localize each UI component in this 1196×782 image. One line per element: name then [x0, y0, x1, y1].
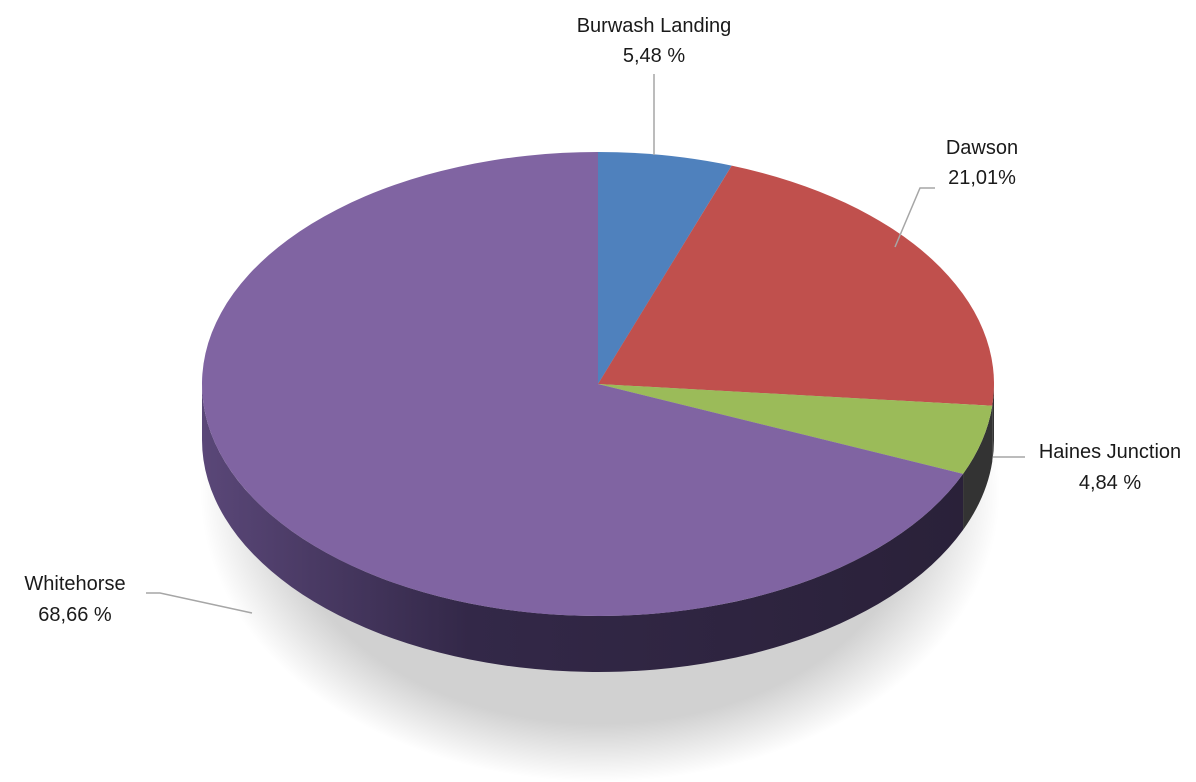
- pie-slice-dawson: [598, 165, 994, 406]
- slice-value-haines-junction: 4,84 %: [1079, 472, 1141, 494]
- pie-slice-haines-junction: [598, 384, 993, 474]
- pie-slice-burwash-landing: [598, 152, 732, 384]
- pie-side-whitehorse: [202, 384, 964, 673]
- pie-side-dawson: [992, 384, 994, 462]
- slice-label-dawson: Dawson 21,01%: [894, 137, 1018, 248]
- slice-label-burwash-landing: Burwash Landing 5,48 %: [577, 15, 732, 155]
- pie-side-walls: [202, 384, 994, 673]
- slice-value-dawson: 21,01%: [948, 167, 1016, 189]
- slice-label-whitehorse: Whitehorse 68,66 %: [24, 573, 253, 626]
- pie-side-haines-junction: [963, 405, 993, 530]
- slice-value-burwash-landing: 5,48 %: [623, 45, 685, 67]
- leader-line-whitehorse: [146, 592, 253, 614]
- slice-label-haines-junction: Haines Junction 4,84 %: [993, 441, 1181, 494]
- slice-name-haines-junction: Haines Junction: [1039, 441, 1181, 463]
- leader-line-dawson: [894, 187, 935, 248]
- slice-name-dawson: Dawson: [946, 137, 1018, 159]
- pie-slices: [202, 152, 994, 616]
- slice-name-burwash-landing: Burwash Landing: [577, 15, 732, 37]
- slice-name-whitehorse: Whitehorse: [24, 573, 125, 595]
- pie-slice-whitehorse: [202, 152, 964, 616]
- slice-value-whitehorse: 68,66 %: [38, 604, 112, 626]
